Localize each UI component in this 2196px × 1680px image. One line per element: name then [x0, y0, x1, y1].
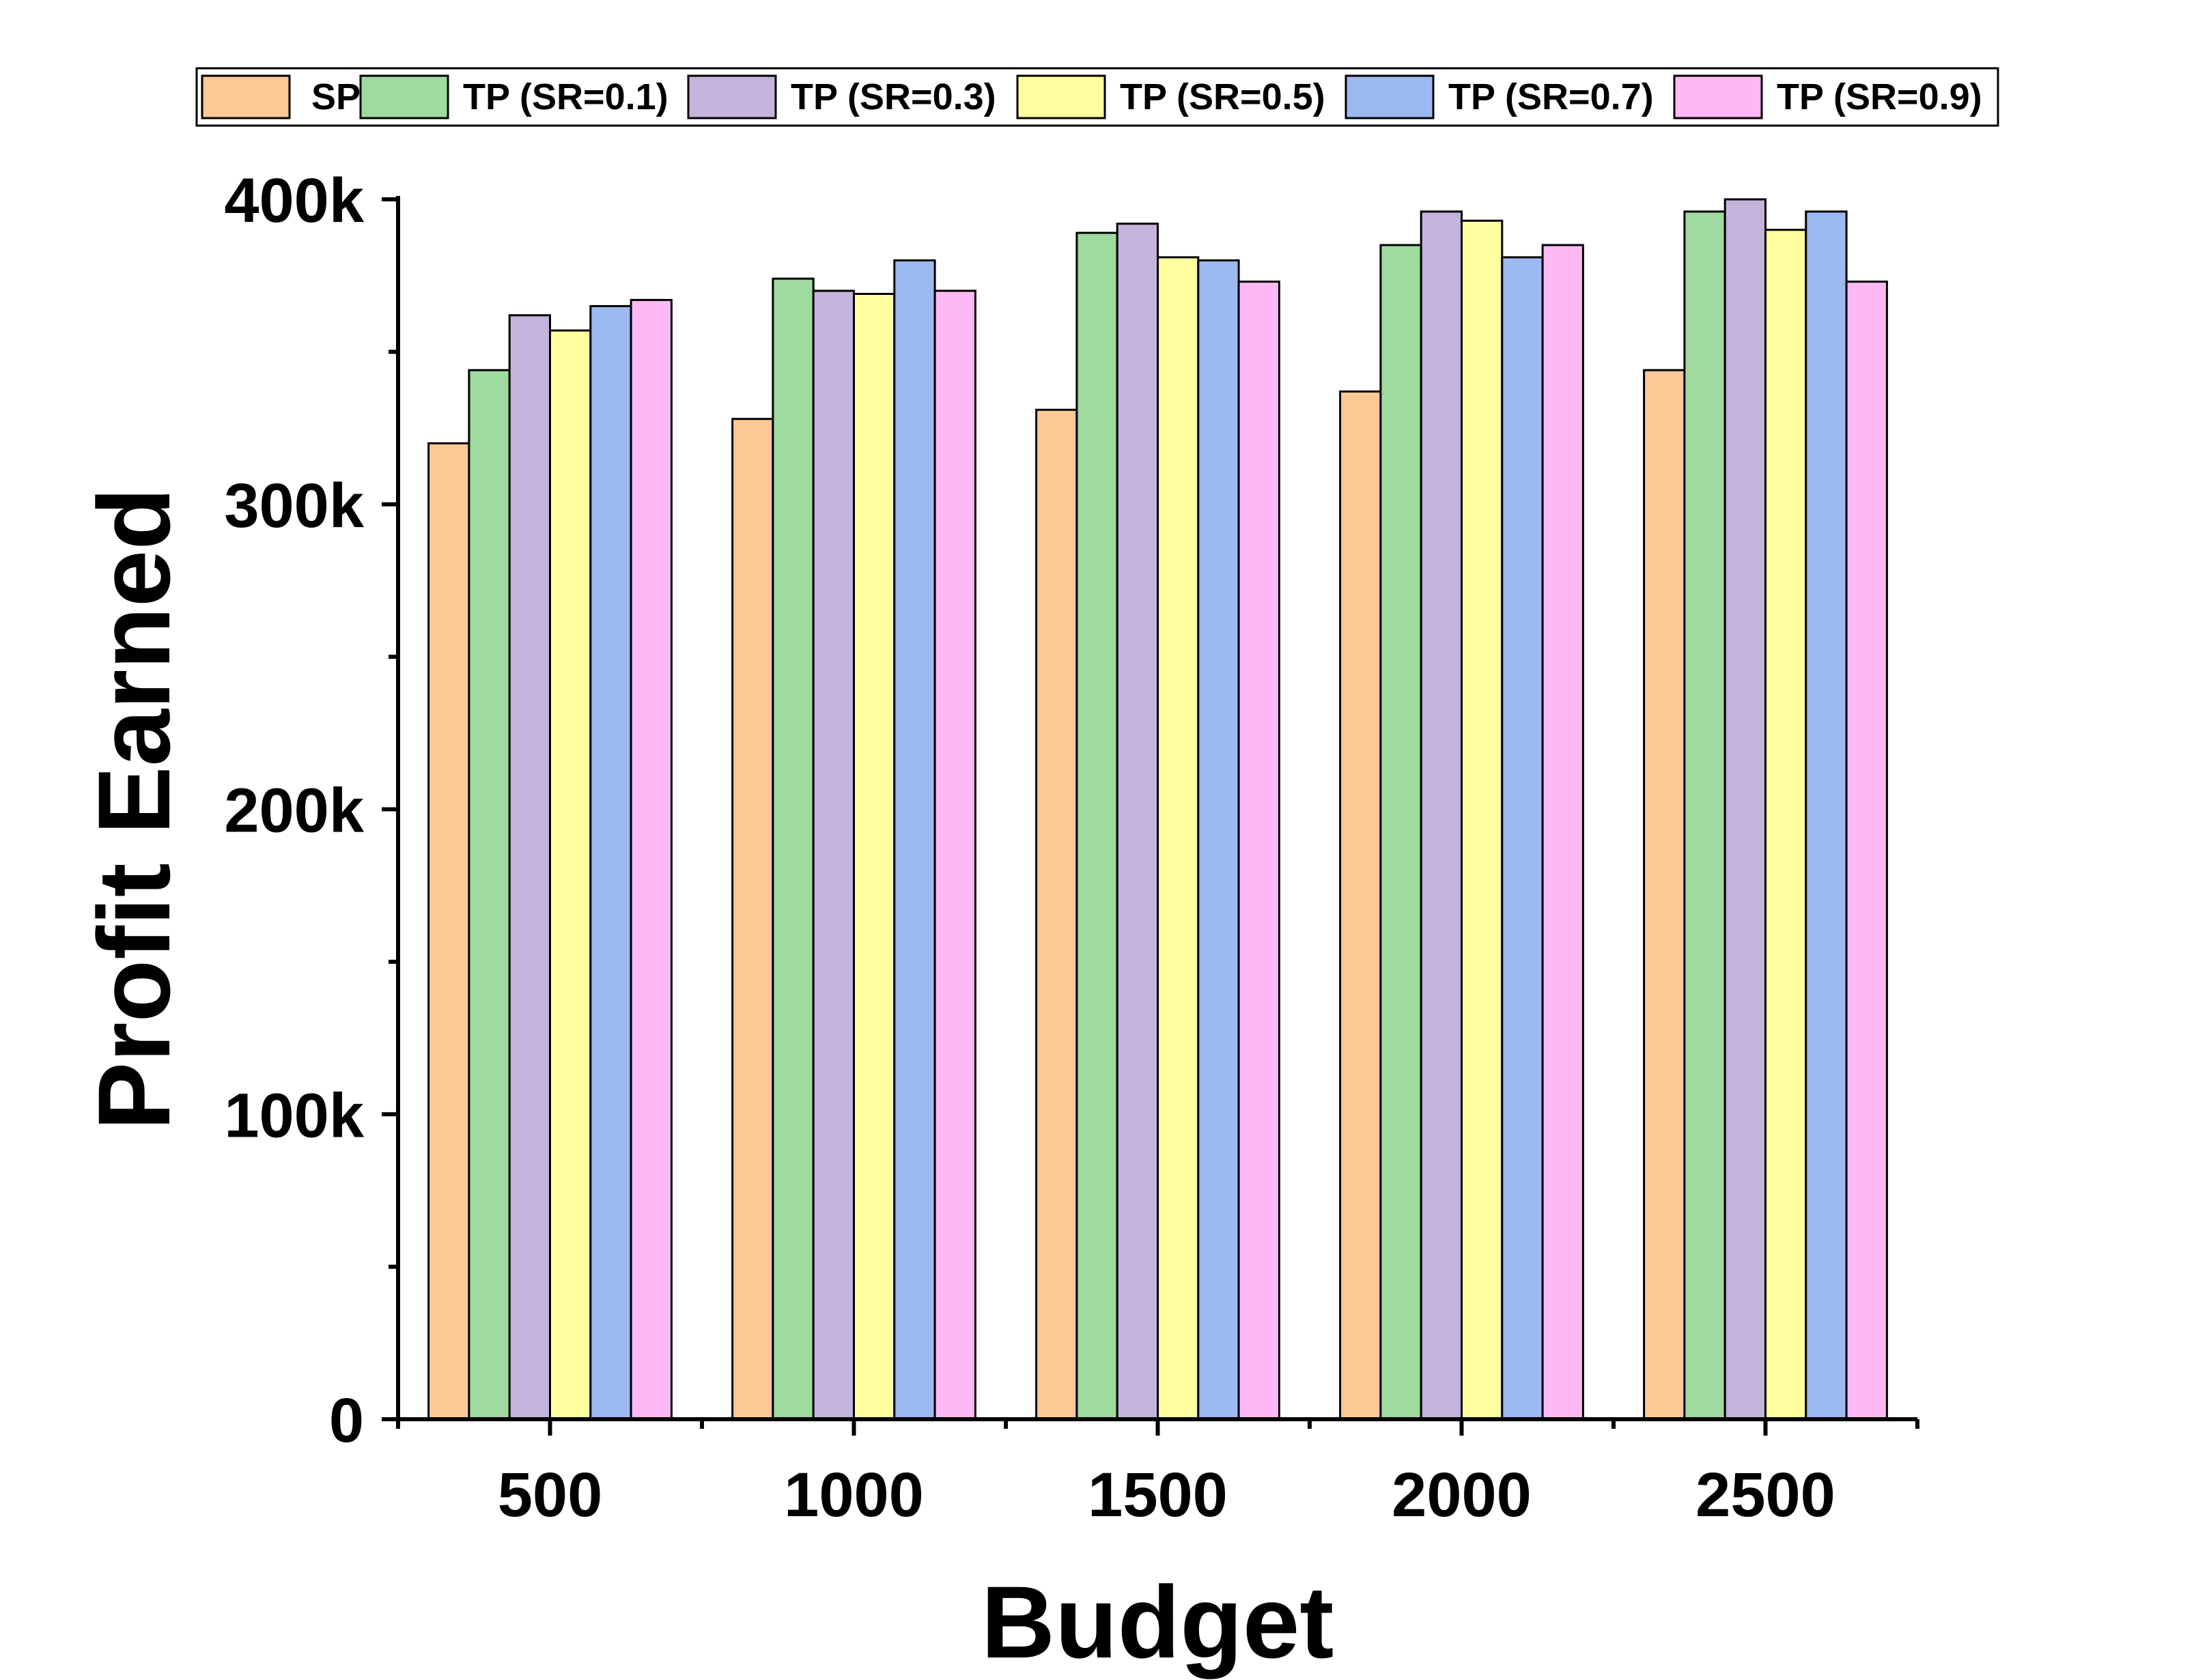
bar-sp-500 — [427, 442, 470, 1421]
bar-tp-sr-0-9-1000 — [933, 289, 976, 1421]
bar-tp-sr-0-7-2000 — [1501, 256, 1544, 1421]
bar-tp-sr-0-7-1500 — [1197, 259, 1240, 1421]
bar-tp-sr-0-5-500 — [549, 329, 592, 1421]
x-tick-label: 500 — [498, 1460, 603, 1530]
y-tick-label: 0 — [329, 1386, 364, 1455]
x-tick-label: 2000 — [1392, 1460, 1532, 1530]
axes: 0 100k 200k 300k 400k 500 1000 1500 2000 2500 — [224, 166, 1919, 1530]
x-tick-label: 1500 — [1088, 1460, 1228, 1530]
y-tick-label: 400k — [224, 166, 364, 236]
bar-tp-sr-0-7-500 — [589, 304, 632, 1421]
bar-tp-sr-0-9-2500 — [1845, 281, 1888, 1421]
bar-sp-1500 — [1035, 408, 1078, 1421]
y-tick-label: 200k — [224, 776, 364, 846]
bar-tp-sr-0-1-500 — [468, 369, 511, 1421]
bar-tp-sr-0-5-1000 — [853, 293, 896, 1421]
bar-tp-sr-0-7-2500 — [1805, 210, 1848, 1421]
legend-label-tp-sr-0-5: TP (SR=0.5) — [1120, 76, 1325, 117]
legend: SP TP (SR=0.1) TP (SR=0.3) TP (SR=0.5) TP (S… — [195, 67, 1999, 127]
y-tick-label: 100k — [224, 1081, 364, 1150]
bar-tp-sr-0-3-1000 — [812, 289, 855, 1421]
legend-swatch-tp-sr-0-3 — [687, 74, 777, 119]
bar-tp-sr-0-1-2000 — [1379, 244, 1422, 1421]
bar-tp-sr-0-3-2500 — [1723, 198, 1766, 1421]
y-axis-title: Profit Earned — [76, 487, 191, 1130]
bar-tp-sr-0-3-500 — [508, 314, 552, 1421]
legend-swatch-tp-sr-0-9 — [1673, 74, 1763, 119]
bar-tp-sr-0-1-2500 — [1683, 210, 1726, 1421]
bar-tp-sr-0-5-1500 — [1157, 256, 1200, 1421]
bar-tp-sr-0-5-2500 — [1764, 229, 1807, 1421]
x-axis-title: Budget — [981, 1565, 1334, 1679]
legend-label-sp: SP — [311, 76, 361, 117]
bar-sp-2000 — [1339, 390, 1382, 1421]
bar-tp-sr-0-7-1000 — [893, 259, 936, 1421]
legend-label-tp-sr-0-7: TP (SR=0.7) — [1448, 76, 1654, 117]
legend-label-tp-sr-0-3: TP (SR=0.3) — [791, 76, 996, 117]
bars — [427, 198, 1888, 1421]
bar-tp-sr-0-9-1500 — [1237, 281, 1280, 1421]
bar-tp-sr-0-1-1000 — [772, 277, 815, 1421]
y-tick-label: 300k — [224, 471, 364, 541]
legend-swatch-tp-sr-0-5 — [1016, 74, 1106, 119]
bar-sp-1000 — [731, 418, 774, 1421]
legend-swatch-tp-sr-0-1 — [359, 74, 449, 119]
legend-label-tp-sr-0-9: TP (SR=0.9) — [1777, 76, 1982, 117]
bar-tp-sr-0-9-2000 — [1541, 244, 1584, 1421]
bar-tp-sr-0-5-2000 — [1461, 219, 1504, 1421]
bar-tp-sr-0-3-2000 — [1420, 210, 1463, 1421]
x-tick-label: 1000 — [784, 1460, 924, 1530]
bar-tp-sr-0-1-1500 — [1075, 231, 1118, 1421]
bar-tp-sr-0-3-1500 — [1116, 223, 1159, 1421]
legend-swatch-sp — [201, 74, 291, 119]
legend-label-tp-sr-0-1: TP (SR=0.1) — [463, 76, 668, 117]
bar-sp-2500 — [1643, 369, 1686, 1421]
x-tick-label: 2500 — [1695, 1460, 1835, 1530]
bar-tp-sr-0-9-500 — [630, 298, 673, 1421]
legend-swatch-tp-sr-0-7 — [1345, 74, 1435, 119]
